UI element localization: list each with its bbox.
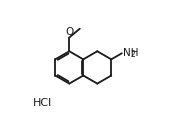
Text: HCl: HCl xyxy=(32,98,52,108)
Text: NH: NH xyxy=(123,48,138,58)
Text: 2: 2 xyxy=(131,50,135,59)
Text: O: O xyxy=(65,27,73,37)
